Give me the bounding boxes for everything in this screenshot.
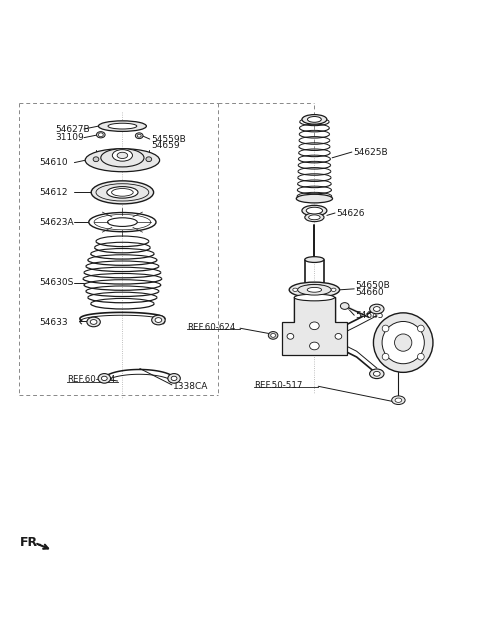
Ellipse shape	[98, 374, 110, 383]
Ellipse shape	[373, 372, 380, 376]
Text: 31109: 31109	[55, 133, 84, 142]
Text: 54610: 54610	[39, 158, 68, 167]
Text: 54650B: 54650B	[355, 281, 390, 290]
Ellipse shape	[307, 288, 322, 292]
Text: FR.: FR.	[20, 536, 43, 550]
Ellipse shape	[101, 376, 107, 381]
Ellipse shape	[331, 288, 336, 291]
Ellipse shape	[108, 218, 137, 227]
Ellipse shape	[302, 205, 327, 216]
Ellipse shape	[308, 116, 321, 122]
Text: REF.50-517: REF.50-517	[254, 381, 303, 390]
Text: 54559B: 54559B	[151, 135, 186, 144]
Ellipse shape	[112, 150, 132, 161]
Circle shape	[382, 325, 389, 332]
Text: REF.60-624: REF.60-624	[67, 375, 116, 384]
Text: 54660: 54660	[355, 288, 384, 297]
Circle shape	[382, 322, 424, 364]
Text: 54626: 54626	[336, 209, 364, 218]
Ellipse shape	[96, 184, 149, 201]
Ellipse shape	[373, 307, 380, 311]
Circle shape	[373, 313, 433, 372]
Ellipse shape	[310, 322, 319, 329]
Ellipse shape	[135, 133, 143, 139]
Ellipse shape	[168, 374, 180, 383]
Ellipse shape	[171, 376, 177, 381]
Ellipse shape	[107, 187, 138, 198]
Ellipse shape	[335, 333, 342, 339]
Text: 54630S: 54630S	[39, 278, 74, 287]
Ellipse shape	[310, 342, 319, 350]
Ellipse shape	[395, 398, 402, 403]
Ellipse shape	[111, 189, 133, 196]
Ellipse shape	[293, 288, 298, 291]
Ellipse shape	[306, 207, 323, 214]
Ellipse shape	[96, 132, 105, 138]
Text: 54623A: 54623A	[39, 218, 74, 227]
Ellipse shape	[91, 181, 154, 204]
Ellipse shape	[305, 257, 324, 263]
Text: 54645: 54645	[355, 311, 384, 320]
Ellipse shape	[101, 149, 144, 167]
Circle shape	[382, 353, 389, 360]
Ellipse shape	[117, 152, 128, 159]
Ellipse shape	[340, 302, 349, 309]
Ellipse shape	[93, 157, 99, 162]
Circle shape	[418, 325, 424, 332]
Ellipse shape	[370, 369, 384, 379]
Ellipse shape	[137, 134, 141, 137]
Ellipse shape	[90, 320, 97, 324]
Polygon shape	[282, 297, 347, 354]
Circle shape	[395, 334, 412, 351]
Circle shape	[418, 353, 424, 360]
Text: 54633: 54633	[39, 318, 68, 327]
Ellipse shape	[305, 213, 324, 221]
Ellipse shape	[98, 121, 146, 132]
Ellipse shape	[302, 115, 327, 124]
Text: 54612: 54612	[39, 188, 68, 197]
Ellipse shape	[309, 215, 320, 220]
Ellipse shape	[155, 318, 162, 322]
Ellipse shape	[98, 133, 103, 137]
Ellipse shape	[94, 214, 151, 230]
Ellipse shape	[152, 315, 165, 325]
Ellipse shape	[296, 195, 333, 203]
Ellipse shape	[298, 284, 331, 295]
Ellipse shape	[89, 213, 156, 232]
Text: 54627B: 54627B	[55, 125, 90, 134]
Text: 54625B: 54625B	[353, 148, 387, 157]
Ellipse shape	[85, 149, 159, 171]
Ellipse shape	[108, 123, 137, 129]
Ellipse shape	[271, 333, 276, 337]
Ellipse shape	[370, 304, 384, 314]
Text: REF.60-624: REF.60-624	[187, 323, 236, 332]
Ellipse shape	[289, 282, 340, 297]
Ellipse shape	[268, 331, 278, 339]
Ellipse shape	[392, 396, 405, 404]
Text: 1338CA: 1338CA	[173, 382, 208, 391]
Ellipse shape	[287, 333, 294, 339]
Text: 54659: 54659	[151, 141, 180, 150]
Ellipse shape	[294, 294, 335, 301]
Ellipse shape	[305, 284, 324, 290]
Ellipse shape	[87, 317, 100, 327]
Ellipse shape	[146, 157, 152, 162]
